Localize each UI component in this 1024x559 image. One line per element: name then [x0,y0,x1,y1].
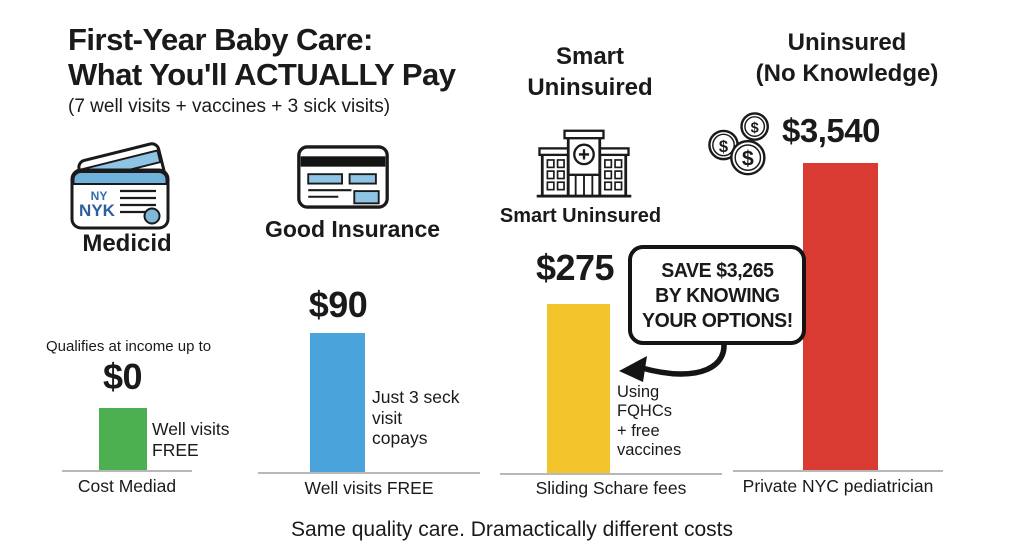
page-subtitle: (7 well visits + vaccines + 3 sick visit… [68,96,391,117]
credit-card-icon [296,144,390,215]
insurance-card-icon: NY NYK [66,134,178,239]
page-title-line1: First-Year Baby Care: [68,22,373,57]
hospital-icon [533,126,635,211]
axis-baseline-uninsured [733,470,943,472]
bar-uninsured [803,163,878,470]
axis-label-medicaid: Cost Mediad [77,476,177,496]
page-title-line2: What You'll ACTUALLY Pay [68,57,456,93]
footer-caption: Same quality care. Dramactically differe… [291,518,733,541]
column-header-uninsured: Uninsured (No Knowledge) [755,29,939,87]
dollar-glyph: $ [719,137,728,156]
axis-baseline-smart-uninsured [500,473,722,475]
axis-baseline-medicaid [62,470,192,472]
note-well-visits-free: Well visits FREE [152,419,230,460]
page-title: First-Year Baby Care: What You'll ACTUAL… [68,22,456,93]
dollar-glyph: $ [742,146,754,170]
column-header-smart-uninsured: Smart Uninsuired [527,43,653,101]
savings-callout: SAVE $3,265 BY KNOWING YOUR OPTIONS! [628,245,806,345]
axis-label-uninsured: Private NYC pediatrician [742,476,934,496]
bar-good-insurance [310,333,365,472]
value-smart-uninsured: $275 [535,247,615,288]
coins-icon: $ $ $ [703,110,781,185]
curved-arrow-icon [608,334,733,394]
value-medicaid: $0 [102,356,143,397]
savings-callout-text: SAVE $3,265 BY KNOWING YOUR OPTIONS! [641,258,793,332]
card-logo-top: NY [91,189,108,203]
axis-label-good-insurance: Well visits FREE [304,478,434,498]
group-label-good-insurance: Good Insurance [264,216,441,242]
axis-baseline-good-insurance [258,472,480,474]
note-sick-visit-copays: Just 3 seck visit copays [372,387,460,449]
note-fqhc-vaccines: Using FQHCs + free vaccines [617,383,682,460]
axis-label-smart-uninsured: Sliding Schare fees [535,478,687,498]
value-uninsured: $3,540 [782,112,880,149]
dollar-glyph: $ [751,120,759,136]
qualify-note: Qualifies at income up to [46,338,212,355]
bar-smart-uninsured [547,304,610,473]
value-good-insurance: $90 [308,284,368,325]
group-label-smart-uninsured: Smart Uninsured [499,205,662,227]
group-label-medicaid: Medicid [82,230,172,257]
card-logo-bottom: NYK [79,201,116,220]
bar-medicaid [99,408,147,470]
